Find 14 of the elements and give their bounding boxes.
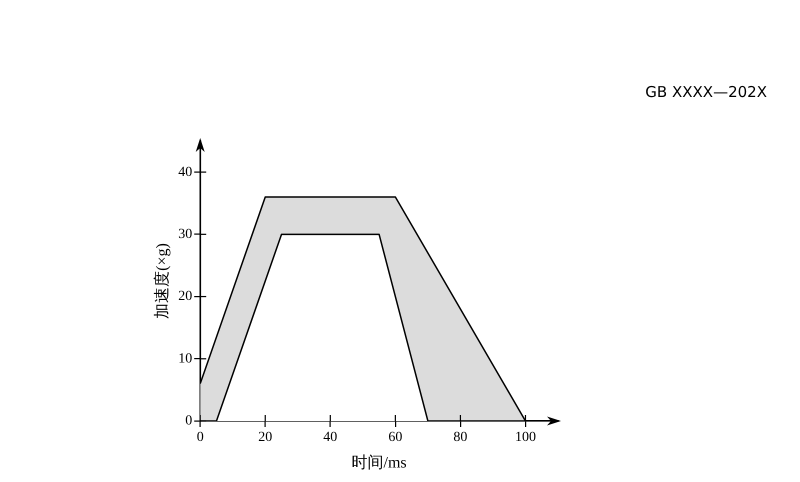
x-tick-label: 100 (514, 430, 536, 446)
x-tick-label: 20 (258, 430, 272, 446)
y-tick-label: 10 (178, 351, 192, 366)
y-tick-label: 40 (178, 164, 192, 180)
y-tick-label: 20 (178, 289, 192, 304)
y-axis-title: 加速度(×g) (152, 243, 171, 319)
x-axis-title: 时间/ms (352, 454, 407, 472)
x-tick-label: 40 (323, 430, 338, 446)
text: GB XXXX—202X (645, 83, 767, 101)
x-tick-label: 80 (453, 430, 468, 446)
y-tick-label: 30 (178, 227, 192, 242)
x-tick-label: 60 (388, 430, 402, 446)
x-tick-label: 0 (196, 430, 204, 446)
y-tick-label: 0 (185, 414, 192, 429)
